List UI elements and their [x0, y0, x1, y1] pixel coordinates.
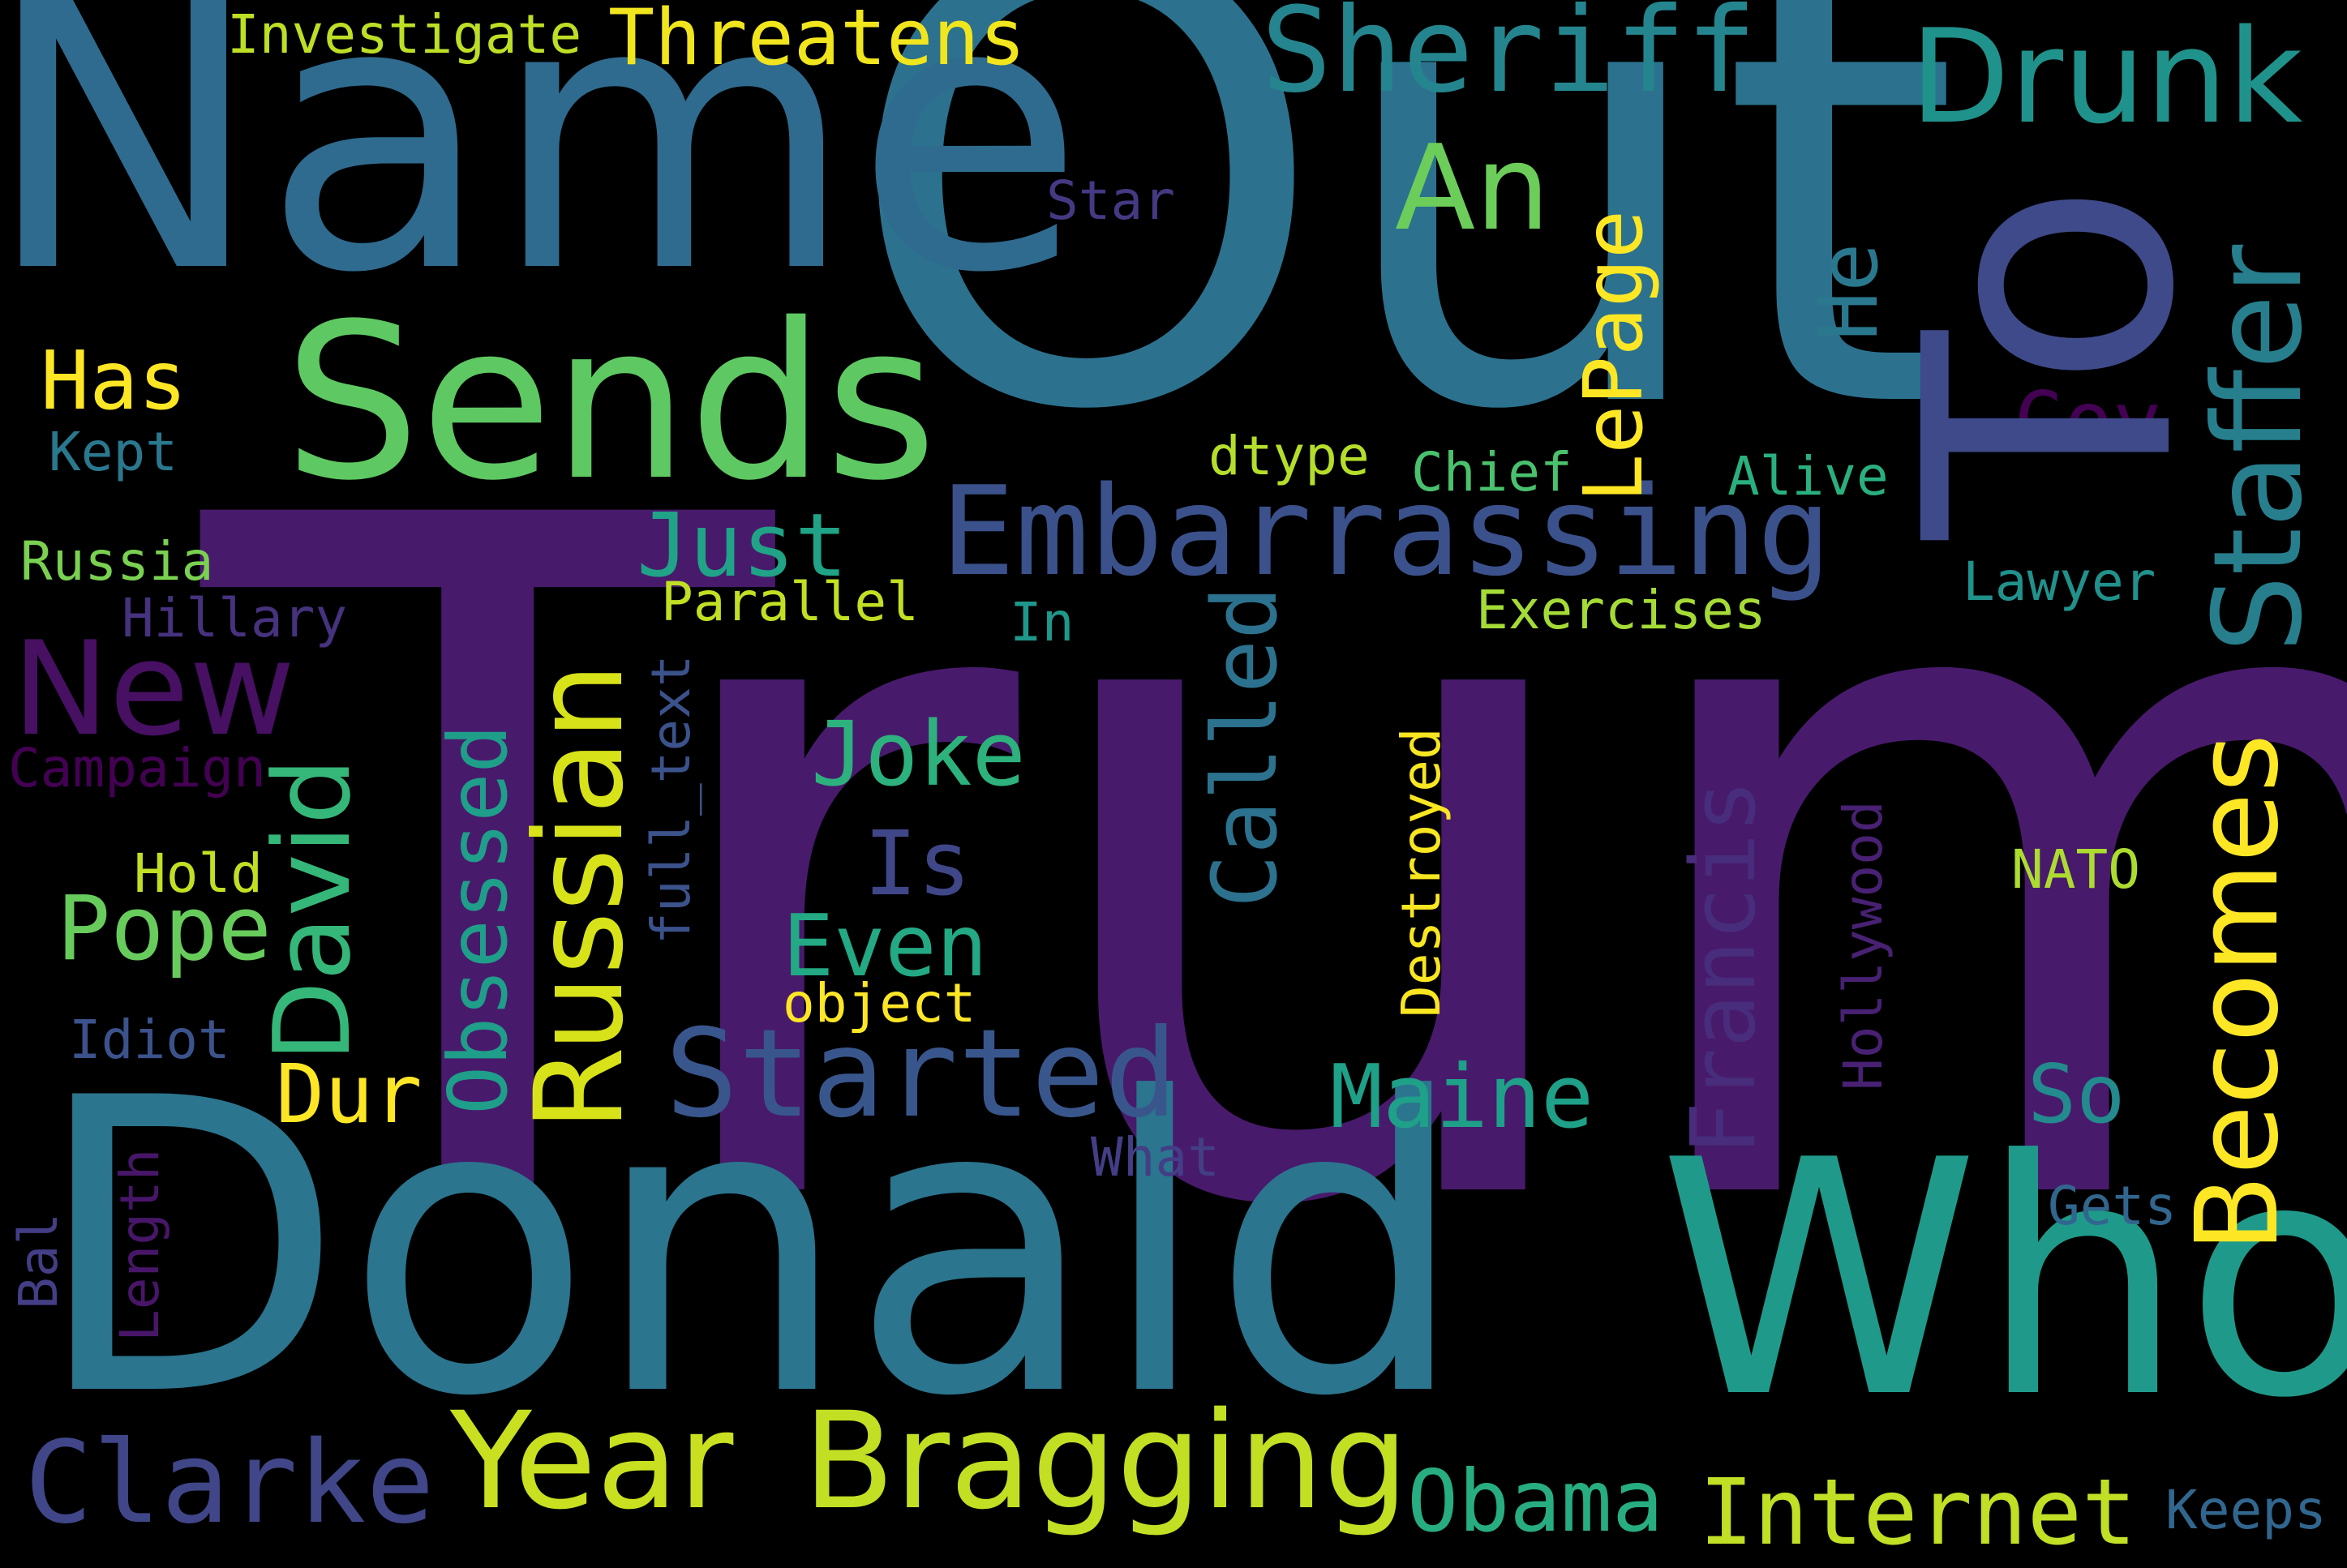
- word-campaign: Campaign: [8, 737, 266, 799]
- word-investigate: Investigate: [227, 3, 582, 66]
- word-full-text: full_text: [640, 654, 702, 945]
- word-sheriff: Sheriff: [1261, 0, 1757, 119]
- word-so: So: [2027, 1047, 2126, 1142]
- word-out: Out: [843, 0, 1961, 545]
- word-russia: Russia: [20, 530, 214, 593]
- word-francis: Francis: [1671, 779, 1775, 1155]
- word-exercises: Exercises: [1476, 579, 1766, 641]
- word-hold: Hold: [134, 842, 263, 905]
- word-becomes: Becomes: [2172, 733, 2304, 1253]
- word-bal: Bal: [7, 1212, 70, 1309]
- word-star: Star: [1046, 169, 1175, 232]
- word-object: object: [783, 972, 976, 1035]
- word-lepage: LePage: [1566, 209, 1661, 503]
- word-keeps: Keeps: [2165, 1479, 2327, 1541]
- word-obsessed: Obsessed: [431, 724, 526, 1115]
- word-dur: Dur: [276, 1047, 423, 1142]
- word-in: In: [1010, 591, 1075, 653]
- word-drunk: Drunk: [1910, 1, 2303, 152]
- word-chief: Chief: [1411, 441, 1573, 503]
- word-to: To: [1853, 180, 2250, 539]
- word-clarke: Clarke: [24, 1417, 435, 1549]
- word-donald: Donald: [32, 1013, 1469, 1484]
- word-who: Who: [1658, 1092, 2347, 1469]
- word-he: He: [1801, 242, 1896, 341]
- word-called: Called: [1193, 585, 1297, 908]
- word-even: Even: [783, 897, 988, 996]
- word-idiot: Idiot: [69, 1009, 230, 1071]
- word-nato: NATO: [2011, 838, 2140, 901]
- word-bragging: Bragging: [803, 1383, 1409, 1539]
- word-what: What: [1091, 1126, 1220, 1189]
- word-has: Has: [41, 333, 187, 428]
- word-threatens: Threatens: [608, 0, 1026, 83]
- word-maine: Maine: [1330, 1047, 1594, 1148]
- word-joke: Joke: [811, 702, 1026, 806]
- word-is: Is: [864, 812, 972, 915]
- word-just: Just: [637, 495, 848, 597]
- word-staffer: Staffer: [2188, 244, 2329, 653]
- word-started: Started: [665, 1004, 1178, 1145]
- word-david: David: [251, 757, 374, 1062]
- word-russian: Russian: [509, 662, 650, 1131]
- word-alive: Alive: [1727, 445, 1889, 508]
- word-kept: Kept: [49, 421, 178, 483]
- word-parallel: Parallel: [661, 571, 919, 633]
- word-dtype: dtype: [1208, 425, 1370, 487]
- word-internet: Internet: [1699, 1460, 2137, 1566]
- word-obama: Obama: [1407, 1452, 1664, 1551]
- word-hillary: Hillary: [122, 587, 348, 649]
- word-length: Length: [109, 1148, 171, 1342]
- word-hollywood: Hollywood: [1832, 800, 1894, 1090]
- word-new: New: [12, 613, 295, 765]
- word-name: Name: [0, 0, 1085, 354]
- word-lawyer: Lawyer: [1963, 551, 2156, 613]
- word-gov: Gov: [2015, 374, 2162, 469]
- word-trump: Trump: [203, 325, 2347, 1410]
- word-embarrassing: Embarrassing: [941, 460, 1832, 603]
- word-year: Year: [450, 1383, 734, 1539]
- word-destroyed: Destroyed: [1390, 727, 1452, 1017]
- word-gets: Gets: [2048, 1175, 2177, 1237]
- word-sends: Sends: [284, 278, 938, 528]
- word-an: An: [1395, 120, 1551, 257]
- word-pope: Pope: [57, 876, 272, 980]
